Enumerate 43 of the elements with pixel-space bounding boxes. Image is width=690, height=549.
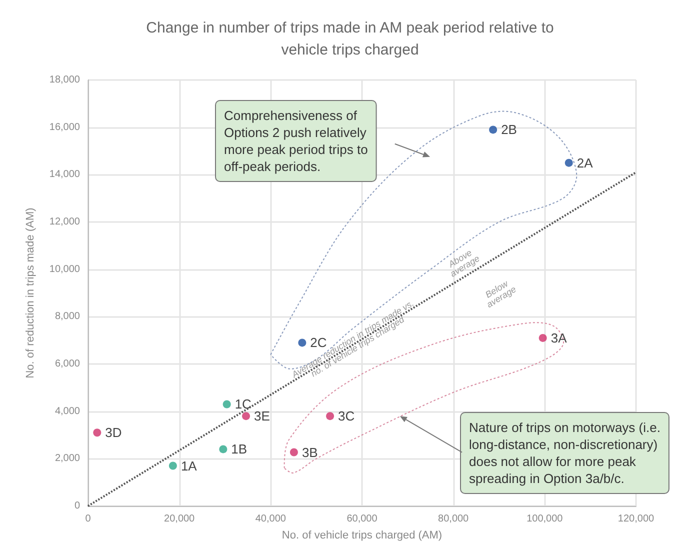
x-tick-label: 60,000 [346,514,378,524]
point [298,338,306,347]
annotation: 1A [180,458,198,474]
annotation: Nature of trips on motorways (i.e. long-distance, non-discretionary) does not allow for more peak spreading in Option 3a/b/c. [469,420,660,486]
y-tick-label: 6,000 [54,358,80,370]
x-tick-label: 100,000 [526,514,564,524]
point [326,412,334,420]
y-tick-label: 2,000 [54,453,80,464]
annotation: 3A [550,330,568,346]
annotation: 3C [338,408,355,424]
x-tick-label: 80,000 [438,514,470,524]
point [242,412,250,420]
point [489,126,498,134]
annotation: 1C [234,396,252,412]
annotation: 3E [254,408,270,424]
point [290,448,298,456]
annotation: 2B [501,122,517,138]
y-tick-label: 14,000 [49,169,80,180]
point [219,445,228,454]
x-tick-label: 20,000 [164,514,196,524]
y-tick-label: 8,000 [54,311,80,322]
annotation: 3D [105,425,122,440]
x-tick-label: 40,000 [255,514,286,524]
annotation: 2A [576,155,594,170]
chart-title: Change in number of trips made in AM peak period relative to vehicle trips charged [146,20,554,58]
y-tick-label: 18,000 [49,74,80,86]
annotation: 3B [302,444,318,460]
y-tick-label: 10,000 [49,264,80,275]
point [93,428,102,437]
y-tick-label: 0 [74,500,80,512]
point [168,462,177,470]
y-tick-label: 4,000 [54,406,80,417]
annotation: Comprehensiveness of Options 2 push relatively more peak period trips to off-peak periods. [224,108,368,174]
y-axis-title: No. of reduction in trips made (AM) [24,208,36,378]
point [564,158,573,167]
y-tick-label: 16,000 [49,122,80,133]
x-axis-title: No. of vehicle trips charged (AM) [282,530,442,542]
x-tick-label: 0 [85,514,92,524]
y-tick-label: 12,000 [49,216,80,228]
annotation: 1B [231,442,248,457]
point [222,400,231,408]
point [538,334,547,342]
x-tick-label: 120,000 [618,514,655,524]
